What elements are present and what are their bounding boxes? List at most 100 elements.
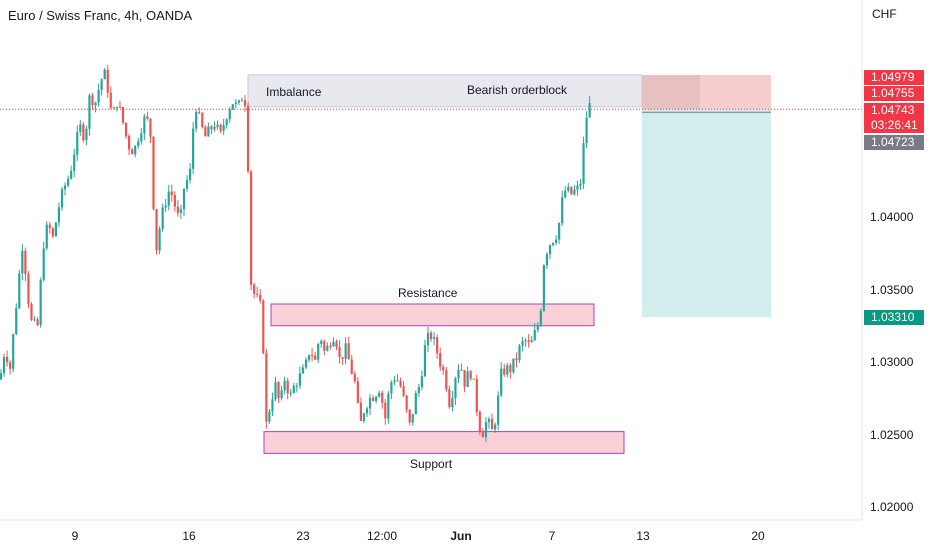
y-tick-label: 1.04000 <box>870 210 914 224</box>
candle-body <box>280 390 283 399</box>
candle-body <box>97 89 100 103</box>
candle-body <box>314 355 317 360</box>
candle <box>393 376 396 386</box>
candle <box>30 302 33 322</box>
candle-body <box>478 411 481 432</box>
candle <box>436 334 439 359</box>
candle-body <box>271 399 274 412</box>
candle-body <box>506 365 509 375</box>
candle-body <box>48 224 51 229</box>
candle <box>426 326 430 352</box>
price-axis-badge: 1.04743 <box>864 103 924 118</box>
candle-body <box>30 304 33 320</box>
candle-body <box>277 382 280 399</box>
candle <box>213 121 216 132</box>
candle <box>551 242 555 247</box>
candle-body <box>490 418 494 430</box>
candle-body <box>512 358 515 373</box>
candle-body <box>167 191 170 206</box>
candle <box>478 410 481 436</box>
candle-body <box>262 300 265 354</box>
y-tick-label: 1.02500 <box>870 427 914 442</box>
candle-body <box>545 254 549 266</box>
candle-body <box>298 373 301 386</box>
candle-body <box>36 319 39 326</box>
candle <box>548 244 552 260</box>
candle-body <box>320 340 323 344</box>
zones-layer <box>247 74 771 454</box>
candle-body <box>436 337 439 354</box>
candle <box>317 342 320 364</box>
candle <box>335 339 338 351</box>
candle <box>228 106 231 123</box>
candle <box>365 406 369 417</box>
candle-body <box>106 69 109 93</box>
candle <box>314 351 317 361</box>
candle-body <box>124 122 128 137</box>
candle <box>237 99 240 106</box>
orderblock-zone-label: Bearish orderblock <box>467 82 568 97</box>
price-axis-badge: 03:26:41 <box>864 118 924 133</box>
candle <box>240 97 244 102</box>
candle-body <box>524 340 527 342</box>
price-axis-badge: 1.03310 <box>864 310 924 325</box>
candle <box>466 366 469 387</box>
candle-body <box>112 107 115 109</box>
candle <box>2 353 6 377</box>
candle-body <box>548 245 552 255</box>
candle-body <box>67 178 70 186</box>
candle <box>344 337 347 365</box>
candle-body <box>237 100 240 103</box>
candle <box>378 390 381 398</box>
candle <box>539 308 542 328</box>
candle <box>48 221 51 234</box>
candle <box>396 374 399 382</box>
price-axis-badge: 1.04979 <box>864 70 924 85</box>
candle-body <box>484 422 488 438</box>
candle <box>63 182 67 196</box>
currency-label: CHF <box>872 7 897 21</box>
candle-body <box>442 366 445 371</box>
candle-body <box>494 424 497 430</box>
candle-body <box>497 395 500 425</box>
candle-body <box>301 367 305 374</box>
candle-body <box>289 392 292 394</box>
candle-body <box>115 106 118 108</box>
candle-body <box>192 128 195 169</box>
candle-body <box>121 106 125 123</box>
candle-body <box>118 106 122 108</box>
candle-body <box>356 381 359 403</box>
candle <box>192 122 195 175</box>
candle-body <box>329 345 332 347</box>
candle-body <box>265 353 268 422</box>
candle <box>234 99 237 109</box>
candle-body <box>149 118 152 137</box>
candle-body <box>70 170 73 179</box>
candle <box>417 383 420 397</box>
candle-body <box>390 382 393 394</box>
candle-body <box>335 341 338 348</box>
candle <box>256 286 259 298</box>
candle <box>219 123 222 134</box>
candle <box>182 188 186 217</box>
x-tick-label: 12:00 <box>366 529 398 543</box>
y-tick-label: 1.02000 <box>870 500 914 514</box>
candle <box>115 106 118 112</box>
candle <box>161 203 164 232</box>
candle-body <box>57 207 61 223</box>
candle-body <box>399 380 402 387</box>
candle-body <box>359 402 362 421</box>
candle-body <box>487 418 491 423</box>
candle-body <box>268 411 271 422</box>
support-zone-label: Support <box>410 457 453 472</box>
candle <box>579 179 582 190</box>
candle <box>253 282 256 299</box>
candle-body <box>573 189 576 195</box>
stop-loss-zone <box>642 75 771 110</box>
candle-body <box>76 132 79 155</box>
candle <box>506 362 509 378</box>
candle-body <box>204 127 207 137</box>
candle <box>384 399 387 425</box>
candle-body <box>555 239 558 243</box>
